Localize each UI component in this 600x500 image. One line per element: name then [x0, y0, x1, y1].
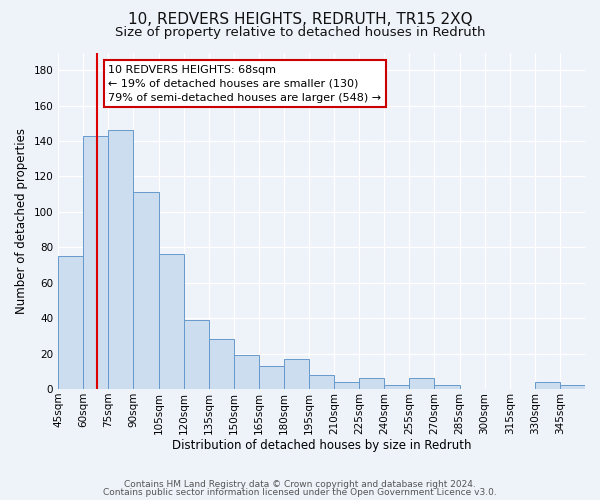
Bar [184, 320, 209, 389]
Y-axis label: Number of detached properties: Number of detached properties [15, 128, 28, 314]
Bar [334, 382, 359, 389]
Bar [434, 386, 460, 389]
Bar [83, 136, 109, 389]
X-axis label: Distribution of detached houses by size in Redruth: Distribution of detached houses by size … [172, 440, 472, 452]
Text: Contains HM Land Registry data © Crown copyright and database right 2024.: Contains HM Land Registry data © Crown c… [124, 480, 476, 489]
Bar [560, 386, 585, 389]
Bar [359, 378, 385, 389]
Bar [133, 192, 158, 389]
Text: Size of property relative to detached houses in Redruth: Size of property relative to detached ho… [115, 26, 485, 39]
Bar [385, 386, 409, 389]
Bar [58, 256, 83, 389]
Bar [234, 356, 259, 389]
Text: 10 REDVERS HEIGHTS: 68sqm
← 19% of detached houses are smaller (130)
79% of semi: 10 REDVERS HEIGHTS: 68sqm ← 19% of detac… [109, 65, 382, 103]
Bar [284, 359, 309, 389]
Bar [109, 130, 133, 389]
Bar [259, 366, 284, 389]
Bar [309, 375, 334, 389]
Bar [158, 254, 184, 389]
Text: 10, REDVERS HEIGHTS, REDRUTH, TR15 2XQ: 10, REDVERS HEIGHTS, REDRUTH, TR15 2XQ [128, 12, 472, 28]
Bar [409, 378, 434, 389]
Bar [209, 340, 234, 389]
Text: Contains public sector information licensed under the Open Government Licence v3: Contains public sector information licen… [103, 488, 497, 497]
Bar [535, 382, 560, 389]
